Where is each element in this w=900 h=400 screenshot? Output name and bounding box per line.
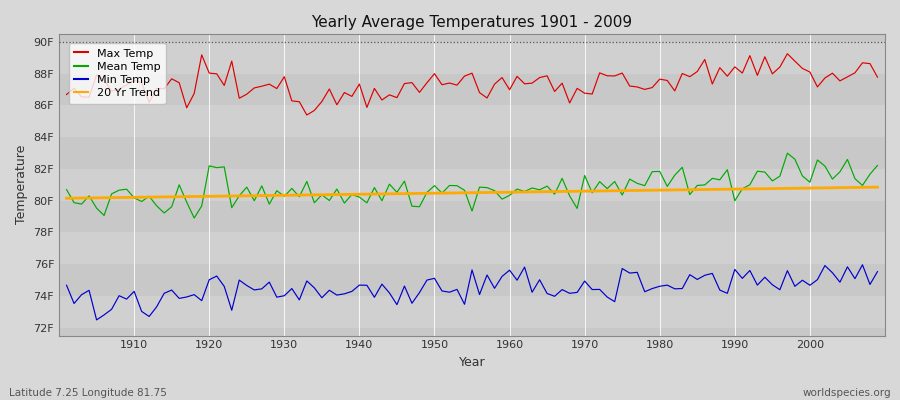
Text: Latitude 7.25 Longitude 81.75: Latitude 7.25 Longitude 81.75 bbox=[9, 388, 166, 398]
Legend: Max Temp, Mean Temp, Min Temp, 20 Yr Trend: Max Temp, Mean Temp, Min Temp, 20 Yr Tre… bbox=[68, 42, 166, 104]
Bar bbox=[59, 201, 885, 232]
Bar bbox=[59, 296, 885, 328]
Bar bbox=[59, 137, 885, 169]
Bar bbox=[59, 264, 885, 296]
Title: Yearly Average Temperatures 1901 - 2009: Yearly Average Temperatures 1901 - 2009 bbox=[311, 15, 633, 30]
Y-axis label: Temperature: Temperature bbox=[15, 145, 28, 224]
Bar bbox=[59, 42, 885, 74]
Bar bbox=[59, 105, 885, 137]
Text: worldspecies.org: worldspecies.org bbox=[803, 388, 891, 398]
X-axis label: Year: Year bbox=[459, 356, 485, 369]
Bar bbox=[59, 232, 885, 264]
Bar bbox=[59, 74, 885, 105]
Bar bbox=[59, 169, 885, 201]
